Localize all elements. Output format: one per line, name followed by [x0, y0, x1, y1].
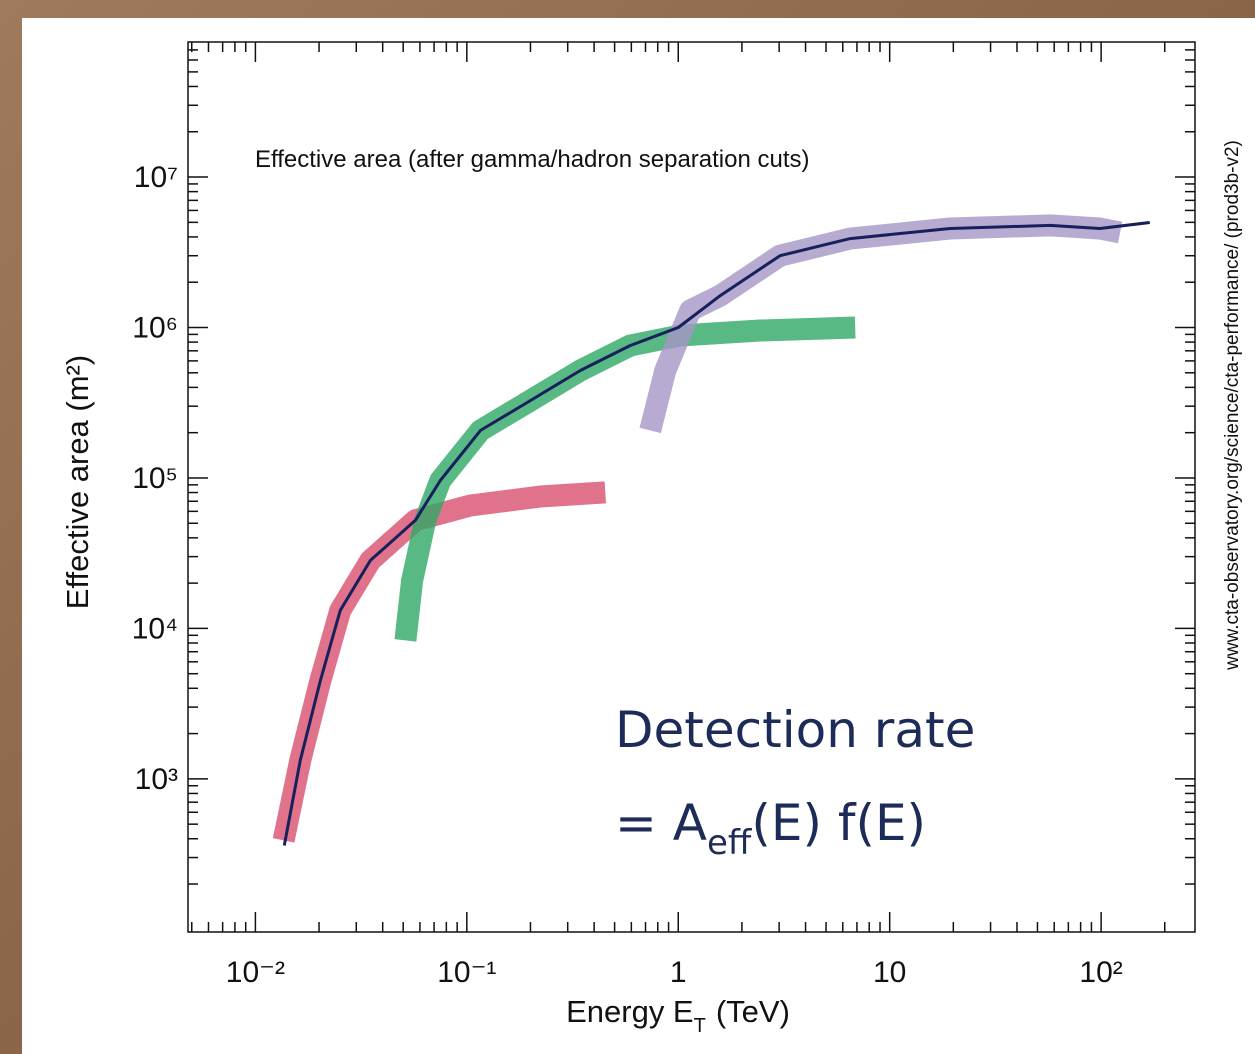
x-label-text: Energy E	[566, 994, 694, 1029]
annotation-formula: = Aeff(E) f(E)	[615, 794, 926, 863]
x-tick-label: 10⁻²	[226, 956, 285, 989]
x-label-subscript: T	[694, 1015, 706, 1037]
series-line	[282, 221, 1150, 846]
y-tick-label: 10⁶	[132, 312, 178, 345]
note: Effective area (after gamma/hadron separ…	[255, 146, 810, 173]
source: www.cta-observatory.org/science/cta-perf…	[1222, 140, 1243, 671]
y-axis-label: Effective area (m²)	[60, 355, 95, 609]
x-tick-label: 10⁻¹	[437, 956, 496, 989]
formula-part: (E) f(E)	[751, 794, 926, 852]
formula-part: = A	[615, 794, 707, 852]
annotation-line: Detection rate	[615, 701, 975, 759]
x-axis-label: Energy ET (TeV)	[566, 994, 790, 1037]
y-tick-label: 10⁴	[132, 612, 178, 645]
x-tick-label: 10	[873, 956, 906, 989]
y-tick-label: 10⁷	[134, 161, 178, 194]
x-tick-label: 10²	[1079, 956, 1122, 989]
panel	[22, 18, 1255, 1054]
y-tick-label: 10⁵	[132, 462, 178, 495]
formula-subscript: eff	[707, 823, 753, 863]
plot-frame	[187, 41, 1196, 933]
x-label-unit: (TeV)	[716, 994, 790, 1029]
y-tick-label: 10³	[135, 763, 178, 796]
x-tick-label: 1	[670, 956, 687, 989]
